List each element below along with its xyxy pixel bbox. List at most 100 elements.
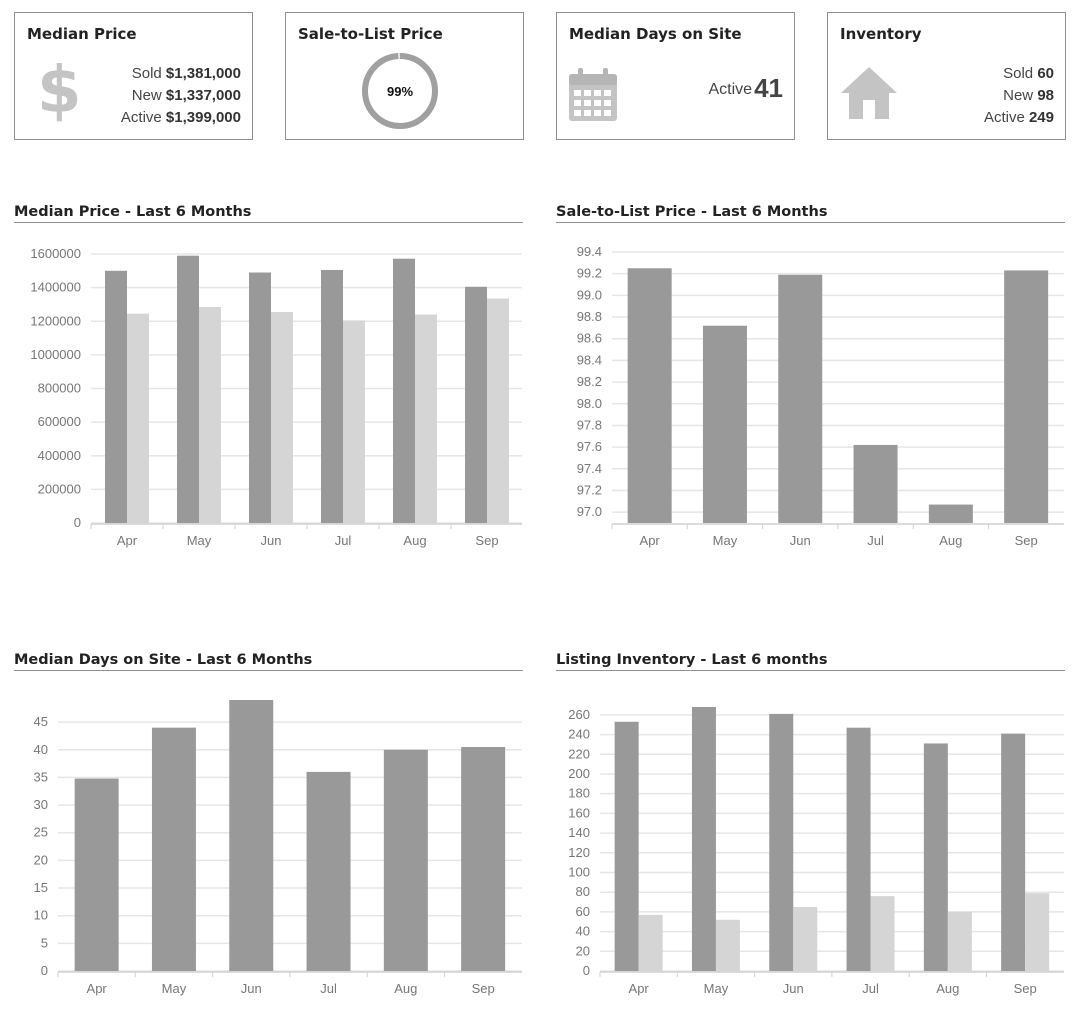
y-tick-label: 0 xyxy=(74,515,81,530)
y-tick-label: 1000000 xyxy=(30,347,81,362)
stat-value: 98 xyxy=(1037,87,1054,104)
days-on-site-chart: 0 5 10 15 20 25 30 35 40 45 Apr May Jun Jul Aug Sep xyxy=(34,700,522,996)
x-tick-label: Apr xyxy=(117,533,138,548)
bar-apr-s1 xyxy=(74,778,119,971)
bar-sep-s1 xyxy=(465,286,487,523)
x-tick-label: Apr xyxy=(87,981,108,996)
y-tick-label: 160 xyxy=(568,805,590,820)
y-tick-label: 60 xyxy=(576,904,590,919)
bar-jun-s2 xyxy=(793,906,818,971)
y-tick-label: 97.4 xyxy=(577,461,602,476)
x-tick-label: May xyxy=(162,981,187,996)
median-price-card: Median Price $ Sold $1,381,000 New $1,33… xyxy=(14,12,253,140)
y-tick-label: 0 xyxy=(583,963,590,978)
x-tick-label: Jul xyxy=(335,533,352,548)
bar-sep-s1 xyxy=(461,747,506,971)
x-tick-label: Aug xyxy=(936,981,959,996)
stat-value: $1,381,000 xyxy=(165,65,241,82)
chart-title-days: Median Days on Site - Last 6 Months xyxy=(14,652,523,671)
x-tick-label: Jun xyxy=(261,533,282,548)
y-tick-label: 20 xyxy=(576,943,590,958)
bar-may-s1 xyxy=(177,255,199,523)
sale-to-list-card: Sale-to-List Price 99% xyxy=(285,12,524,140)
x-tick-label: Sep xyxy=(1014,981,1037,996)
stat-label: Active xyxy=(983,109,1025,126)
bar-may-s1 xyxy=(151,727,196,971)
stat-label: New xyxy=(1003,87,1034,104)
y-tick-label: 40 xyxy=(34,742,48,757)
x-tick-label: Apr xyxy=(629,981,650,996)
x-tick-label: Jun xyxy=(241,981,262,996)
y-tick-label: 98.4 xyxy=(577,352,602,367)
y-tick-label: 1600000 xyxy=(30,246,81,261)
bar-aug-s1 xyxy=(923,743,948,971)
y-tick-label: 35 xyxy=(34,769,48,784)
y-tick-label: 97.2 xyxy=(577,482,602,497)
y-tick-label: 200000 xyxy=(38,481,81,496)
bar-jul-s1 xyxy=(846,727,871,971)
y-tick-label: 200 xyxy=(568,766,590,781)
x-tick-label: Jul xyxy=(320,981,337,996)
y-tick-label: 120 xyxy=(568,845,590,860)
y-tick-label: 99.4 xyxy=(577,244,602,259)
y-tick-label: 100 xyxy=(568,864,590,879)
inventory-chart: 0 20 40 60 80 100 120 140 160 180 200 220 240 260 Apr M… xyxy=(568,707,1064,996)
y-tick-label: 45 xyxy=(34,714,48,729)
y-tick-label: 98.6 xyxy=(577,331,602,346)
x-tick-label: Jul xyxy=(867,533,884,548)
bar-jul-s1 xyxy=(853,444,898,523)
bar-jun-s1 xyxy=(229,700,274,971)
y-tick-label: 1200000 xyxy=(30,313,81,328)
x-tick-label: Sep xyxy=(1015,533,1038,548)
stat-label: Active xyxy=(708,81,753,98)
bar-aug-s2 xyxy=(947,911,972,971)
y-tick-label: 97.6 xyxy=(577,439,602,454)
y-tick-label: 99.2 xyxy=(577,266,602,281)
inventory-stats: Sold 60 New 98 Active 249 xyxy=(984,63,1054,129)
y-tick-label: 20 xyxy=(34,852,48,867)
y-tick-label: 40 xyxy=(576,924,590,939)
x-tick-label: May xyxy=(187,533,212,548)
stat-label: Sold xyxy=(1003,65,1034,82)
y-tick-label: 80 xyxy=(576,884,590,899)
bar-aug-s2 xyxy=(415,314,437,523)
bar-sep-s1 xyxy=(1001,733,1026,971)
x-tick-label: May xyxy=(704,981,729,996)
x-tick-label: Jun xyxy=(783,981,804,996)
y-tick-label: 260 xyxy=(568,707,590,722)
stat-value: $1,337,000 xyxy=(165,87,241,104)
inventory-card: Inventory Sold 60 New 98 Active 249 xyxy=(827,12,1066,140)
bar-jul-s2 xyxy=(870,896,895,971)
bar-aug-s1 xyxy=(928,504,973,523)
bar-may-s2 xyxy=(199,306,221,523)
bar-apr-s1 xyxy=(105,270,127,523)
y-tick-label: 98.8 xyxy=(577,309,602,324)
bar-may-s2 xyxy=(715,919,740,971)
days-active: Active41 xyxy=(709,73,784,104)
y-tick-label: 98.0 xyxy=(577,396,602,411)
stat-value: 249 xyxy=(1028,109,1054,126)
bar-aug-s1 xyxy=(383,749,428,971)
y-tick-label: 99.0 xyxy=(577,287,602,302)
bar-jul-s2 xyxy=(343,320,365,523)
y-tick-label: 180 xyxy=(568,786,590,801)
bar-jun-s1 xyxy=(249,272,271,523)
bar-jun-s1 xyxy=(769,713,794,971)
y-tick-label: 600000 xyxy=(38,414,81,429)
bar-may-s1 xyxy=(691,707,716,971)
y-tick-label: 30 xyxy=(34,797,48,812)
card-title: Median Days on Site xyxy=(569,25,742,43)
stat-label: Sold xyxy=(131,65,162,82)
median-price-stats: Sold $1,381,000 New $1,337,000 Active $1… xyxy=(121,63,241,129)
y-tick-label: 10 xyxy=(34,908,48,923)
y-tick-label: 97.8 xyxy=(577,417,602,432)
bar-sep-s2 xyxy=(1025,893,1050,971)
y-tick-label: 400000 xyxy=(38,448,81,463)
x-tick-label: Aug xyxy=(403,533,426,548)
dollar-icon: $ xyxy=(37,54,82,128)
house-icon xyxy=(841,67,897,119)
x-tick-label: Jun xyxy=(790,533,811,548)
x-tick-label: Aug xyxy=(394,981,417,996)
card-title: Inventory xyxy=(840,25,922,43)
bar-jul-s1 xyxy=(306,771,351,971)
